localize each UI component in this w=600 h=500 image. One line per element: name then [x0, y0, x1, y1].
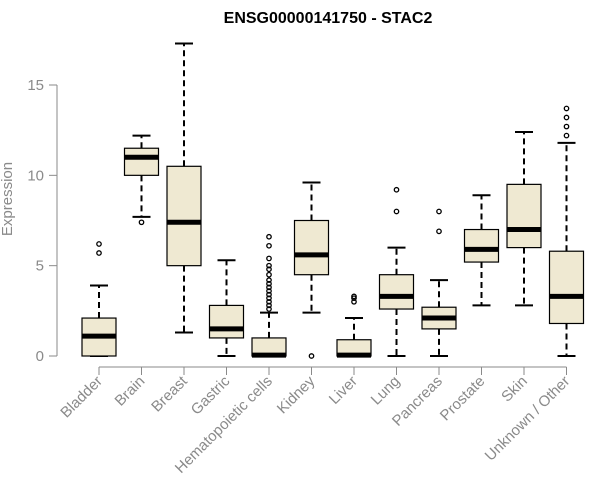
- box-liver: [336, 293, 372, 358]
- outlier-point: [563, 132, 570, 139]
- outlier-point: [308, 353, 315, 359]
- x-tick-label: Skin: [498, 373, 531, 406]
- box-iqr: [463, 228, 500, 263]
- box-kidney: [293, 181, 330, 359]
- box-iqr: [548, 250, 585, 325]
- outlier-point: [266, 298, 272, 305]
- box-brain: [123, 134, 160, 226]
- outlier-point: [266, 306, 272, 312]
- y-tick-label: 15: [27, 77, 44, 94]
- x-tick-label: Liver: [326, 373, 361, 408]
- box-unknown-other: [548, 105, 585, 357]
- x-tick-label: Kidney: [274, 372, 319, 417]
- outlier-point: [266, 291, 272, 298]
- x-tick-label: Brain: [112, 373, 149, 410]
- outlier-point: [351, 298, 357, 305]
- box-iqr: [123, 147, 160, 176]
- x-tick-label: Breast: [148, 372, 191, 415]
- y-tick-label: 5: [36, 258, 44, 275]
- box-gastric: [208, 259, 245, 357]
- box-lung: [378, 186, 415, 357]
- outlier-point: [96, 250, 102, 256]
- outlier-point: [266, 284, 272, 291]
- outlier-point: [266, 295, 272, 302]
- outlier-point: [96, 241, 102, 247]
- box-iqr: [166, 165, 202, 267]
- outlier-point: [563, 123, 570, 130]
- outlier-point: [436, 228, 442, 235]
- boxes-group: [81, 42, 585, 359]
- outlier-point: [266, 277, 272, 283]
- outlier-point: [266, 262, 272, 269]
- chart-title: ENSG00000141750 - STAC2: [224, 10, 433, 27]
- box-iqr: [208, 304, 245, 339]
- outlier-point: [266, 288, 272, 294]
- outlier-point: [266, 255, 272, 262]
- outlier-point: [266, 271, 272, 278]
- box-skin: [506, 130, 542, 307]
- outlier-point: [436, 208, 442, 215]
- box-prostate: [463, 194, 500, 307]
- x-tick-label: Bladder: [57, 373, 106, 422]
- outlier-point: [393, 208, 400, 215]
- box-breast: [166, 42, 202, 334]
- x-tick-label: Prostate: [437, 373, 489, 425]
- box-iqr: [506, 183, 542, 249]
- box-iqr: [293, 219, 330, 276]
- y-axis-label: Expression: [0, 162, 16, 236]
- box-hematopoietic-cells: [251, 233, 287, 358]
- outlier-point: [138, 219, 145, 226]
- outlier-point: [266, 266, 272, 273]
- box-bladder: [81, 241, 117, 357]
- outlier-point: [351, 293, 357, 300]
- box-pancreas: [421, 208, 457, 357]
- x-tick-label: Lung: [368, 373, 404, 409]
- y-tick-label: 10: [27, 167, 44, 184]
- y-tick-label: 0: [36, 348, 44, 365]
- outlier-point: [266, 233, 272, 240]
- outlier-point: [563, 105, 570, 112]
- outlier-point: [266, 302, 272, 309]
- outlier-point: [393, 186, 400, 193]
- outlier-point: [266, 242, 272, 249]
- outlier-point: [563, 114, 570, 121]
- outlier-point: [266, 280, 272, 287]
- box-iqr: [378, 274, 415, 310]
